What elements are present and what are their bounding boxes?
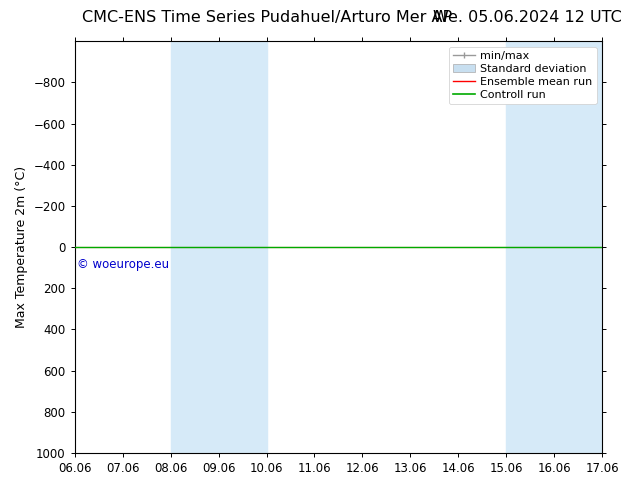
Bar — [507, 41, 602, 453]
Bar — [171, 41, 266, 453]
Text: © woeurope.eu: © woeurope.eu — [77, 258, 169, 271]
Y-axis label: Max Temperature 2m (°C): Max Temperature 2m (°C) — [15, 166, 28, 328]
Text: We. 05.06.2024 12 UTC: We. 05.06.2024 12 UTC — [432, 10, 621, 25]
Legend: min/max, Standard deviation, Ensemble mean run, Controll run: min/max, Standard deviation, Ensemble me… — [449, 47, 597, 104]
Text: CMC-ENS Time Series Pudahuel/Arturo Mer AP: CMC-ENS Time Series Pudahuel/Arturo Mer … — [82, 10, 453, 25]
